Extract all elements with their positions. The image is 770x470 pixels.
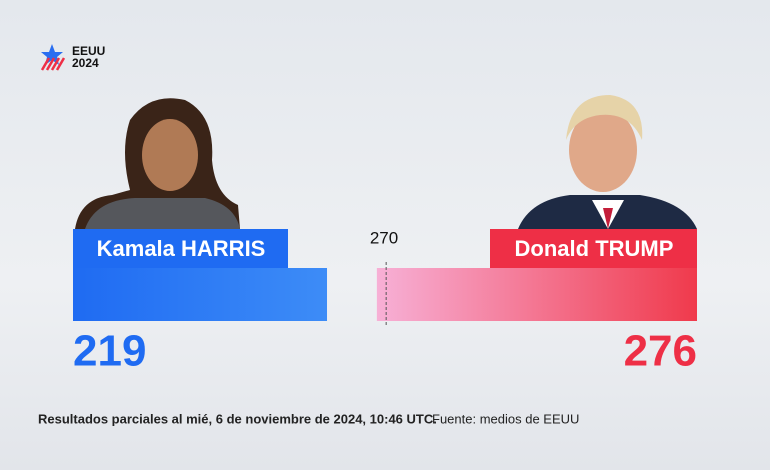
name-box [73, 229, 288, 268]
value-label: 219 [73, 327, 146, 376]
candidate-name: Kamala HARRIS [97, 236, 266, 261]
logo-stripes [40, 57, 66, 71]
threshold-label: 270 [370, 228, 398, 247]
bar [73, 268, 328, 321]
portrait-right [518, 95, 697, 229]
portrait-left [75, 98, 240, 229]
logo-text: EEUU [72, 44, 105, 58]
logo-text: 2024 [72, 56, 99, 70]
footnote: Resultados parciales al mié, 6 de noviem… [38, 411, 437, 426]
value-label: 276 [624, 327, 697, 376]
source: Fuente: medios de EEUU [432, 411, 579, 426]
logo: EEUU 2024 [40, 44, 105, 71]
name-box [490, 229, 697, 268]
bar [376, 268, 697, 321]
candidate-name: Donald TRUMP [515, 236, 674, 261]
